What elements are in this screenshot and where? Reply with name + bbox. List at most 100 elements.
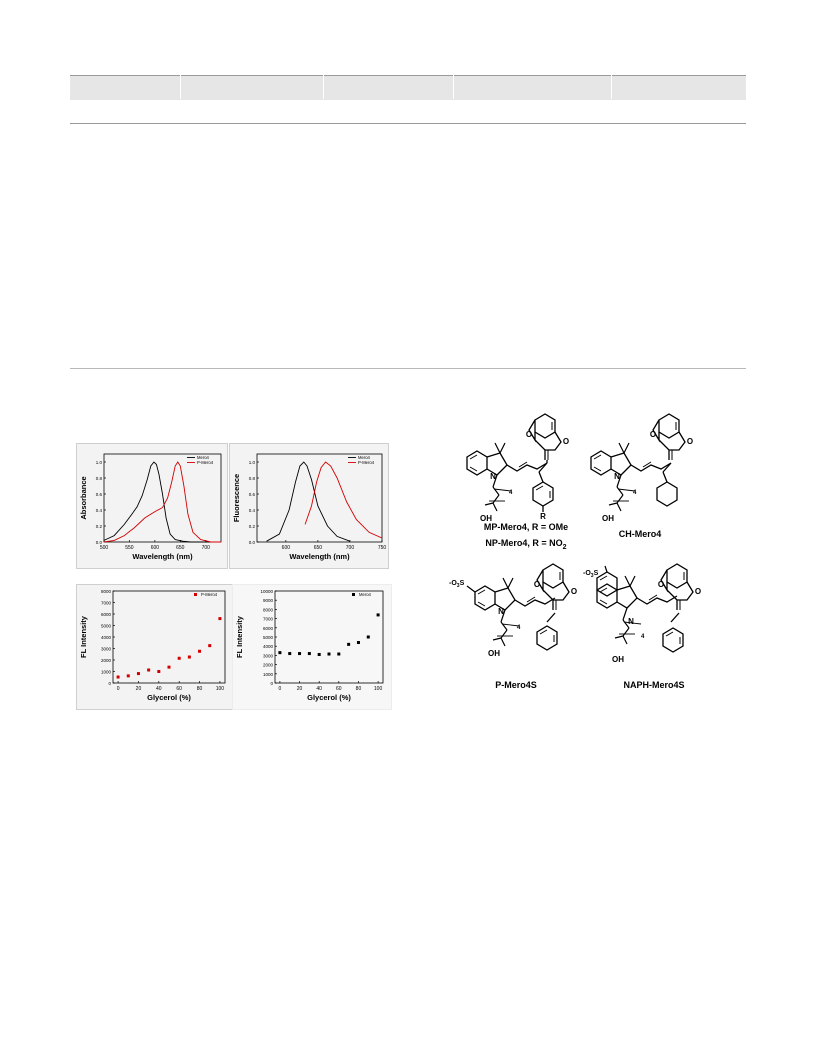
np-mero4-label-text: NP-Mero4, R = NO — [485, 538, 563, 548]
mp-mero4-label: MP-Mero4, R = OMe — [483, 522, 569, 532]
y-axis-label: FL Intensity — [79, 615, 88, 658]
y-tick-label: 6000 — [263, 626, 274, 631]
fluorescence-chart-panel: 0.0 0.2 0.4 0.6 0.8 1.0 600 650 700 750 Wavelength… — [229, 443, 389, 569]
y-tick-label: 0 — [270, 681, 273, 686]
x-tick-label: 550 — [125, 545, 134, 551]
y-tick-label: 4000 — [101, 635, 112, 640]
data-point — [157, 670, 161, 673]
x-tick-label: 40 — [156, 686, 162, 692]
y-tick-label: 7000 — [101, 601, 112, 606]
x-tick-label: 100 — [216, 686, 225, 692]
x-tick-label: 0 — [279, 686, 282, 692]
y-tick-label: 5000 — [101, 624, 112, 629]
data-point — [147, 668, 151, 672]
table-col-divider — [180, 75, 181, 99]
subscript-4: 4 — [517, 625, 521, 631]
ch-mero4-label: CH-Mero4 — [618, 529, 662, 539]
atom-r: R — [540, 512, 546, 521]
x-tick-label: 650 — [176, 545, 185, 551]
x-tick-label: 100 — [374, 686, 383, 692]
x-tick-label: 40 — [316, 686, 322, 692]
y-tick-label: 5000 — [263, 635, 274, 640]
y-tick-label: 4000 — [263, 644, 274, 649]
y-tick-label: 3000 — [263, 653, 274, 658]
x-tick-label: 700 — [202, 545, 211, 551]
x-tick-label: 60 — [176, 686, 182, 692]
sulfonate-subscript: 3 — [457, 583, 460, 589]
data-point — [356, 641, 360, 645]
y-tick-label: 10000 — [260, 589, 273, 594]
sulfonate-prefix: -O — [583, 570, 591, 577]
data-point — [208, 644, 212, 648]
atom-n: N — [498, 607, 504, 616]
ch-mero4-structure — [590, 413, 686, 512]
data-point — [327, 652, 331, 656]
y-tick-label: 0.0 — [96, 540, 103, 545]
p-mero4s-structure — [466, 563, 570, 651]
data-point — [347, 642, 351, 646]
series-line-mero4 — [103, 461, 221, 543]
atom-n: N — [628, 617, 634, 626]
data-point — [298, 652, 302, 656]
data-point — [136, 672, 140, 676]
y-tick-label: 0.6 — [96, 492, 103, 497]
data-point — [366, 635, 370, 639]
absorbance-chart-panel: 0.0 0.2 0.4 0.6 0.8 1.0 500 550 600 650 700 Wavelen… — [76, 443, 228, 569]
atom-oh: OH — [488, 649, 500, 658]
y-tick-label: 0.2 — [249, 524, 256, 529]
legend-label: P-Mero4 — [358, 460, 375, 465]
x-tick-label: 80 — [356, 686, 362, 692]
atom-oh: OH — [480, 514, 492, 523]
y-tick-label: 1000 — [101, 670, 112, 675]
x-tick-label: 700 — [346, 545, 355, 551]
plot-area-frame — [103, 453, 222, 543]
table-col-divider — [611, 75, 612, 99]
data-point — [177, 656, 181, 660]
x-tick-label: 80 — [197, 686, 203, 692]
data-point — [288, 652, 292, 656]
data-point — [376, 613, 380, 617]
sulfonate-subscript: 3 — [591, 573, 594, 579]
fluorescence-chart: 0.0 0.2 0.4 0.6 0.8 1.0 600 650 700 750 Wavelength… — [232, 453, 387, 561]
x-tick-label: 20 — [136, 686, 142, 692]
data-point — [218, 617, 222, 621]
x-tick-label: 500 — [100, 545, 109, 551]
y-tick-label: 3000 — [101, 647, 112, 652]
x-axis-label: Glycerol (%) — [307, 693, 351, 702]
y-tick-label: 0.4 — [96, 508, 103, 513]
sulfonate-suffix: S — [594, 570, 599, 577]
data-point — [307, 652, 311, 656]
y-tick-label: 0.6 — [249, 492, 256, 497]
x-axis-label: Wavelength (nm) — [289, 552, 350, 561]
subscript-4: 4 — [641, 634, 645, 640]
y-tick-label: 6000 — [101, 612, 112, 617]
table-header-band — [70, 75, 746, 100]
x-tick-label: 750 — [378, 545, 387, 551]
series-line-p-mero4 — [304, 461, 383, 539]
naph-mero4s-structure — [596, 563, 694, 653]
y-axis-label: FL Intensity — [235, 615, 244, 658]
y-tick-label: 0.8 — [249, 476, 256, 481]
y-tick-label: 0.0 — [249, 540, 256, 545]
subscript-4: 4 — [509, 490, 513, 496]
y-tick-label: 1.0 — [96, 460, 103, 465]
series-line-p-mero4 — [103, 461, 221, 543]
atom-n: N — [490, 472, 496, 481]
sulfonate-group: -O3S — [449, 580, 465, 589]
x-tick-label: 600 — [151, 545, 160, 551]
x-tick-label: 0 — [117, 686, 120, 692]
legend-label: P-Mero4 — [201, 592, 218, 597]
atom-o: O — [687, 437, 693, 446]
data-point — [337, 652, 341, 656]
atom-o: O — [571, 587, 577, 596]
naph-mero4s-label: NAPH-Mero4S — [623, 680, 685, 690]
x-tick-label: 650 — [314, 545, 323, 551]
atom-o: O — [695, 587, 701, 596]
y-tick-label: 1.0 — [249, 460, 256, 465]
series-line-mero4 — [266, 461, 351, 542]
atom-n: N — [614, 472, 620, 481]
atom-oh: OH — [612, 655, 624, 664]
mp-mero4-structure — [466, 413, 562, 512]
atom-o: O — [526, 430, 532, 439]
y-tick-label: 0.2 — [96, 524, 103, 529]
